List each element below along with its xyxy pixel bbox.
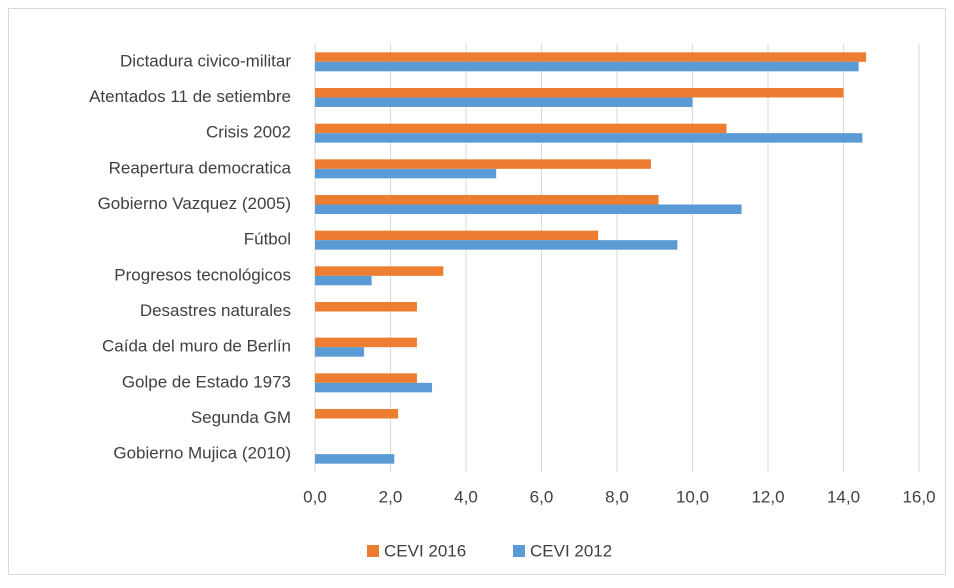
bar [315,88,844,98]
legend-swatch [367,545,379,557]
bar [315,373,417,383]
bar [315,266,444,276]
bar [315,382,433,393]
y-tick-label: Golpe de Estado 1973 [122,372,291,391]
bar [315,159,651,169]
x-tick-label: 2,0 [379,487,403,506]
bar [315,302,417,312]
bar [315,123,727,134]
bar [315,61,859,72]
y-tick-label: Dictadura civico-militar [120,51,291,70]
bar [315,409,399,419]
bar [315,97,693,107]
y-tick-label: Segunda GM [191,408,291,427]
x-tick-label: 14,0 [827,487,860,506]
bar [315,52,867,62]
y-tick-label: Reapertura democratica [109,158,292,177]
bar [315,168,497,179]
x-tick-label: 10,0 [676,487,709,506]
bar [315,240,678,250]
bar [315,230,599,241]
bar [315,347,365,357]
bar [315,204,742,214]
x-tick-label: 12,0 [751,487,784,506]
x-tick-label: 6,0 [530,487,554,506]
y-tick-label: Fútbol [244,230,291,249]
y-tick-label: Progresos tecnológicos [114,265,291,284]
y-tick-label: Gobierno Mujica (2010) [113,444,291,463]
x-tick-label: 0,0 [303,487,327,506]
bar [315,275,372,286]
x-tick-label: 4,0 [454,487,478,506]
bar [315,195,659,205]
legend-swatch [513,545,525,557]
legend-label: CEVI 2016 [384,541,466,560]
y-tick-label: Gobierno Vazquez (2005) [98,194,291,213]
y-tick-label: Atentados 11 de setiembre [89,87,291,106]
y-tick-label: Desastres naturales [140,301,291,320]
y-tick-label: Caída del muro de Berlín [102,337,291,356]
bar [315,337,417,348]
x-tick-label: 16,0 [902,487,935,506]
bar [315,454,395,464]
x-tick-label: 8,0 [605,487,629,506]
legend-label: CEVI 2012 [530,541,612,560]
bar [315,133,863,143]
y-tick-label: Crisis 2002 [206,123,291,142]
